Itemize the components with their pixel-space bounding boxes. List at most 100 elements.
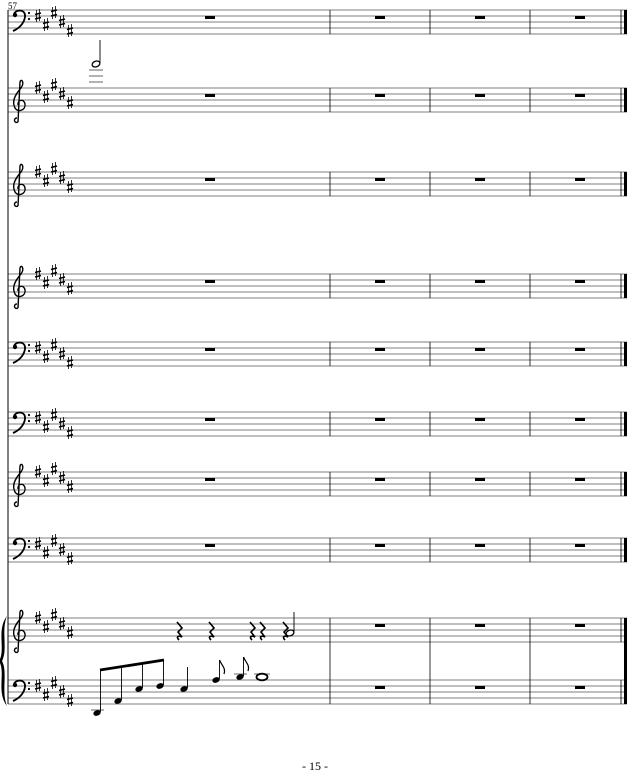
sharp	[42, 474, 50, 487]
sharp-bar	[58, 620, 66, 624]
bass-clef-dot	[27, 349, 31, 353]
bass-clef-head	[12, 12, 18, 18]
bass-clef	[12, 411, 26, 434]
sharp-bar	[42, 97, 50, 101]
whole-rest	[575, 94, 585, 97]
sharp-bar	[50, 345, 58, 349]
bass-clef-dot	[27, 11, 31, 15]
whole-rest	[475, 348, 485, 351]
sharp-bar	[42, 423, 50, 427]
sharp	[42, 18, 50, 31]
whole-rest	[375, 16, 385, 19]
sharp-bar	[42, 695, 50, 699]
sharp-bar	[66, 31, 74, 35]
sharp-bar	[42, 177, 50, 181]
quarter-rest	[282, 621, 290, 641]
treble-clef	[12, 265, 26, 310]
sharp-bar	[58, 18, 66, 22]
sharp-bar	[66, 487, 74, 491]
sharp-bar	[50, 615, 58, 619]
sharp-bar	[34, 540, 42, 544]
sharp-bar	[66, 555, 74, 559]
sharp	[66, 426, 74, 439]
sharp	[42, 620, 50, 633]
treble-clef	[12, 609, 26, 654]
bass-clef	[12, 341, 26, 364]
whole-rest	[475, 94, 485, 97]
sharp-bar	[66, 363, 74, 367]
sharp-bar	[50, 411, 58, 415]
sharp-bar	[66, 99, 74, 103]
sharp-bar	[34, 172, 42, 176]
sharp	[42, 276, 50, 289]
piano-final-barline	[624, 642, 627, 680]
final-thick-barline	[624, 274, 627, 298]
sharp	[42, 350, 50, 363]
sharp-bar	[42, 549, 50, 553]
sharp	[34, 611, 42, 624]
sharp-bar	[58, 688, 66, 692]
final-thick-barline	[624, 342, 627, 366]
sharp	[66, 96, 74, 109]
sharp-bar	[42, 357, 50, 361]
note-head	[212, 677, 220, 683]
sharp	[66, 480, 74, 493]
sharp	[34, 267, 42, 280]
whole-rest	[205, 544, 215, 547]
sharp	[34, 341, 42, 354]
treble-clef	[12, 79, 26, 124]
whole-rest	[475, 280, 485, 283]
sharp-bar	[58, 420, 66, 424]
bass-clef-head	[12, 682, 18, 688]
whole-rest	[375, 478, 385, 481]
sharp-bar	[58, 692, 66, 696]
whole-rest	[375, 686, 385, 689]
bass-clef-dot	[27, 419, 31, 423]
sharp-bar	[34, 414, 42, 418]
whole-rest	[575, 280, 585, 283]
sharp-bar	[34, 472, 42, 476]
sharp-bar	[58, 280, 66, 284]
note-head	[236, 674, 244, 680]
sharp-bar	[34, 618, 42, 622]
sharp-bar	[50, 537, 58, 541]
page-number: - 15 -	[302, 759, 328, 773]
whole-rest	[575, 178, 585, 181]
sharp	[58, 617, 66, 630]
sharp-bar	[34, 12, 42, 16]
final-thick-barline	[624, 10, 627, 34]
note-head	[156, 683, 164, 689]
sharp-bar	[50, 85, 58, 89]
sharp-bar	[34, 614, 42, 618]
note-head	[114, 698, 122, 704]
note-head	[180, 686, 188, 692]
sharp-bar	[50, 683, 58, 687]
sharp-bar	[66, 433, 74, 437]
whole-rest	[475, 16, 485, 19]
sharp-bar	[34, 274, 42, 278]
sharp-bar	[58, 22, 66, 26]
sharp	[34, 9, 42, 22]
sharp-bar	[50, 81, 58, 85]
sharp	[58, 543, 66, 556]
sharp-bar	[66, 629, 74, 633]
bass-clef	[12, 537, 26, 560]
sharp	[34, 465, 42, 478]
whole-rest	[205, 94, 215, 97]
whole-rest	[575, 478, 585, 481]
sharp	[66, 552, 74, 565]
sharp-bar	[66, 359, 74, 363]
bass-clef-head	[12, 414, 18, 420]
sharp	[58, 347, 66, 360]
sharp	[58, 685, 66, 698]
sharp-bar	[42, 279, 50, 283]
sharp-bar	[58, 174, 66, 178]
whole-rest	[375, 348, 385, 351]
whole-rest	[375, 418, 385, 421]
bass-clef-dot	[27, 343, 31, 347]
sharp-bar	[34, 682, 42, 686]
sharp	[42, 688, 50, 701]
sharp-bar	[66, 633, 74, 637]
